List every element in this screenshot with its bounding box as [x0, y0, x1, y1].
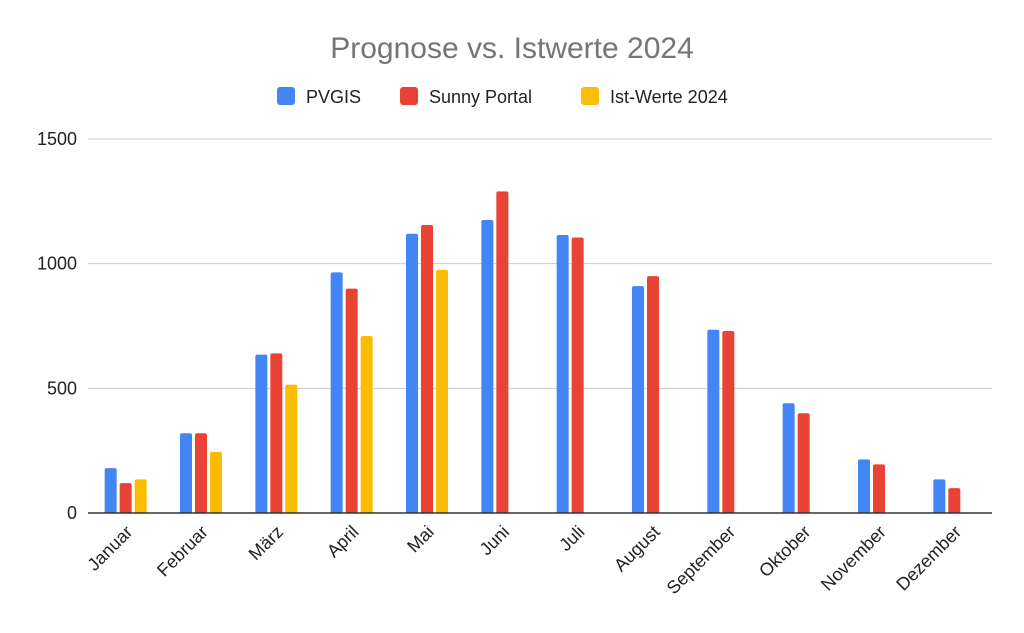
bar — [797, 413, 810, 513]
bar — [873, 464, 885, 513]
bar — [285, 384, 298, 513]
bar — [556, 234, 569, 513]
x-tick-label: Dezember — [892, 522, 965, 595]
legend-item: Ist-Werte 2024 — [581, 87, 728, 107]
bar — [858, 459, 870, 513]
legend-swatch — [581, 87, 599, 105]
legend-label: PVGIS — [306, 87, 361, 107]
bar — [421, 225, 433, 513]
y-tick-label: 1000 — [37, 254, 77, 274]
x-tick-label: September — [663, 522, 739, 598]
bar — [481, 220, 494, 514]
bar — [933, 479, 946, 513]
bar — [571, 237, 584, 513]
legend-item: Sunny Portal — [400, 87, 532, 107]
bar — [104, 468, 117, 513]
x-tick-label: Juni — [476, 522, 513, 559]
x-tick-label: Mai — [403, 522, 438, 557]
bar — [180, 433, 192, 513]
legend-swatch — [277, 87, 295, 105]
bar — [270, 353, 283, 513]
bar — [195, 433, 207, 513]
legend-label: Ist-Werte 2024 — [610, 87, 728, 107]
bar — [345, 288, 358, 513]
chart-title: Prognose vs. Istwerte 2024 — [330, 32, 694, 65]
bar — [134, 479, 147, 513]
bars — [104, 191, 961, 514]
legend-swatch — [400, 87, 418, 105]
bar — [782, 403, 795, 513]
y-tick-label: 0 — [67, 503, 77, 523]
x-axis-ticks: Januar Februar März April Mai Juni Juli AugustS… — [83, 522, 965, 598]
legend: PVGIS Sunny Portal Ist-Werte 2024 — [277, 87, 728, 107]
bar — [707, 329, 720, 513]
x-tick-label: Oktober — [755, 522, 814, 581]
bar — [119, 483, 132, 513]
bar — [948, 488, 961, 513]
x-tick-label: August — [610, 522, 664, 576]
bar — [436, 269, 448, 513]
bar — [632, 286, 644, 513]
bar — [255, 354, 268, 513]
bar — [722, 330, 735, 513]
legend-item: PVGIS — [277, 87, 361, 107]
bar — [496, 191, 509, 514]
bar — [406, 233, 418, 513]
bar — [330, 272, 343, 513]
legend-label: Sunny Portal — [429, 87, 532, 107]
y-tick-label: 500 — [47, 378, 77, 398]
x-tick-label: Februar — [153, 522, 212, 581]
bar — [210, 451, 222, 513]
x-tick-label: Juli — [555, 522, 588, 555]
x-tick-label: Januar — [83, 522, 136, 575]
y-axis-ticks: 0 500 1000 1500 — [37, 129, 77, 523]
x-tick-label: November — [817, 522, 890, 595]
bar — [647, 276, 659, 513]
bar — [360, 335, 373, 513]
x-tick-label: März — [245, 522, 287, 564]
gridlines — [88, 138, 992, 389]
x-tick-label: April — [323, 522, 363, 562]
y-tick-label: 1500 — [37, 129, 77, 149]
